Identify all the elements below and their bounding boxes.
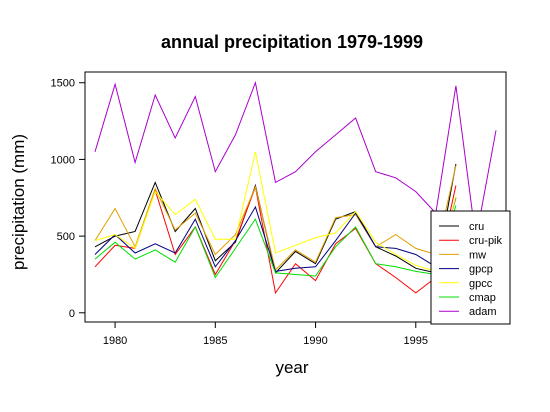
series-layer — [94, 80, 497, 295]
series-line-adam — [94, 80, 497, 240]
y-tick-label: 0 — [69, 308, 75, 320]
legend-label-cmap: cmap — [469, 292, 496, 304]
legend-label-cru: cru — [469, 221, 484, 233]
series-line-gpcp — [94, 197, 457, 272]
y-tick-label: 500 — [57, 231, 75, 243]
x-tick-label: 1995 — [404, 335, 428, 347]
plot-frame — [84, 71, 507, 323]
y-axis-title: precipitation (mm) — [9, 134, 28, 270]
chart-title: annual precipitation 1979-1999 — [161, 32, 423, 52]
legend-label-cru-pik: cru-pik — [469, 235, 503, 247]
y-tick-label: 1000 — [51, 154, 75, 166]
legend-label-gpcc: gpcc — [469, 278, 493, 290]
y-axis: 0 500 1000 1500 — [51, 78, 85, 320]
x-tick-label: 1985 — [203, 335, 227, 347]
legend-label-mw: mw — [469, 249, 486, 261]
series-line-gpcc — [94, 151, 457, 273]
legend-box — [430, 210, 511, 325]
x-axis: 1980 1985 1990 1995 — [103, 322, 428, 347]
x-tick-label: 1980 — [103, 335, 127, 347]
legend-label-gpcp: gpcp — [469, 264, 493, 276]
legend-label-adam: adam — [469, 306, 497, 318]
y-tick-label: 1500 — [51, 78, 75, 90]
x-tick-label: 1990 — [303, 335, 327, 347]
x-axis-title: year — [275, 358, 308, 377]
legend: cru cru-pik mw gpcp gpcc cmap adam — [430, 210, 511, 325]
series-line-cmap — [94, 205, 457, 279]
